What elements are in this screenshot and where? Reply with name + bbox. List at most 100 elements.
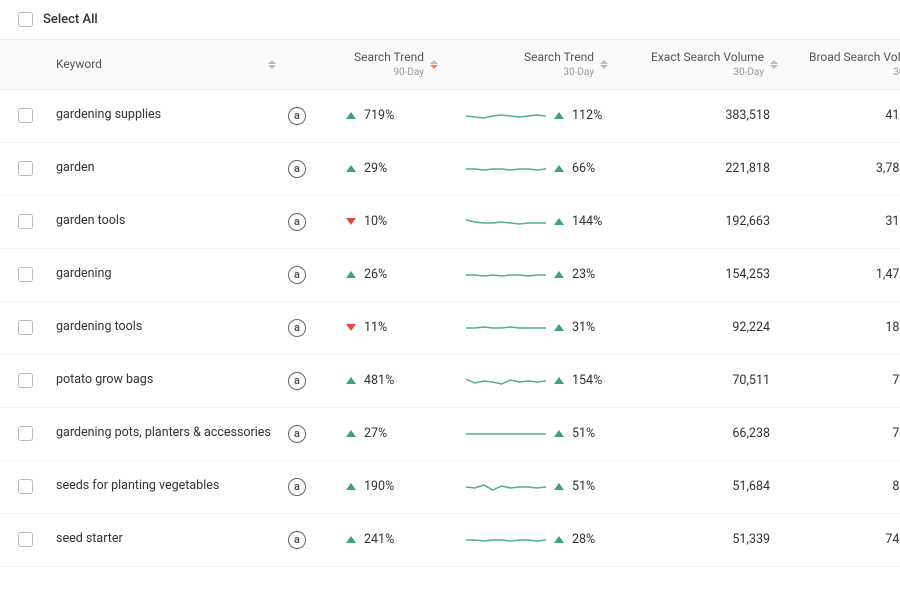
keyword-cell[interactable]: potato grow bags [46, 372, 276, 388]
amazon-badge-icon: a [288, 160, 306, 178]
trend-up-icon [554, 536, 564, 543]
exact-volume-cell: 383,518 [608, 108, 778, 123]
sparkline [466, 157, 546, 181]
sort-icon[interactable] [600, 57, 608, 71]
keyword-cell[interactable]: seeds for planting vegetables [46, 478, 276, 494]
amazon-badge-icon: a [288, 319, 306, 337]
table-row: gardening toolsa11%31%92,224187,874 [0, 302, 900, 355]
trend-up-icon [554, 377, 564, 384]
trend-up-icon [554, 112, 564, 119]
sparkline [466, 528, 546, 552]
trend-up-icon [554, 218, 564, 225]
trend-up-icon [554, 271, 564, 278]
keyword-cell[interactable]: gardening pots, planters & accessories [46, 425, 276, 441]
table-row: gardena29%66%221,8183,781,349 [0, 143, 900, 196]
row-checkbox[interactable] [18, 373, 33, 388]
header-broad-vol-title: Broad Search Volume [809, 50, 900, 66]
trend-30-cell: 23% [438, 263, 608, 287]
trend-30-value: 144% [572, 214, 608, 229]
table-row: potato grow bagsa481%154%70,51179,818 [0, 355, 900, 408]
header-exact-vol[interactable]: Exact Search Volume 30-Day [608, 50, 778, 79]
trend-30-value: 66% [572, 161, 608, 176]
header-broad-vol[interactable]: Broad Search Volume 30-Day [778, 50, 900, 79]
trend-up-icon [346, 483, 356, 490]
trend-up-icon [554, 165, 564, 172]
trend-30-value: 112% [572, 108, 608, 123]
select-all-bar: Select All [0, 0, 900, 40]
header-keyword[interactable]: Keyword [46, 57, 276, 71]
select-all-checkbox[interactable] [18, 12, 33, 27]
row-checkbox[interactable] [18, 532, 33, 547]
row-checkbox[interactable] [18, 161, 33, 176]
keyword-cell[interactable]: gardening supplies [46, 107, 276, 123]
trend-90-cell: 719% [318, 108, 438, 123]
trend-90-cell: 26% [318, 267, 438, 282]
trend-up-icon [346, 377, 356, 384]
keyword-cell[interactable]: garden tools [46, 213, 276, 229]
keyword-cell[interactable]: gardening [46, 266, 276, 282]
row-checkbox[interactable] [18, 479, 33, 494]
header-trend90-sub: 90-Day [393, 66, 424, 79]
trend-down-icon [346, 324, 356, 331]
trend-30-cell: 28% [438, 528, 608, 552]
table-row: seeds for planting vegetablesa190%51%51,… [0, 461, 900, 514]
broad-volume-cell: 187,874 [778, 320, 900, 335]
trend-90-value: 26% [364, 267, 400, 282]
trend-90-value: 11% [364, 320, 400, 335]
trend-90-cell: 27% [318, 426, 438, 441]
table-body: gardening supplies a 719% 112%383,518410,34… [0, 90, 900, 567]
trend-90-cell: 10% [318, 214, 438, 229]
amazon-badge-icon: a [288, 425, 306, 443]
row-checkbox[interactable] [18, 267, 33, 282]
exact-volume-cell: 92,224 [608, 320, 778, 335]
trend-up-icon [554, 324, 564, 331]
trend-up-icon [554, 483, 564, 490]
keyword-cell[interactable]: gardening tools [46, 319, 276, 335]
trend-up-icon [346, 271, 356, 278]
trend-90-value: 719% [364, 108, 400, 123]
broad-volume-cell: 410,341 [778, 108, 900, 123]
header-trend90[interactable]: Search Trend 90-Day [318, 50, 438, 79]
header-trend30-sub: 30-Day [563, 66, 594, 79]
row-checkbox[interactable] [18, 214, 33, 229]
row-checkbox[interactable] [18, 108, 33, 123]
trend-90-cell: 190% [318, 479, 438, 494]
amazon-badge-icon: a [288, 213, 306, 231]
header-trend30[interactable]: Search Trend 30-Day [438, 50, 608, 79]
exact-volume-cell: 192,663 [608, 214, 778, 229]
trend-30-value: 154% [572, 373, 608, 388]
row-checkbox[interactable] [18, 320, 33, 335]
trend-up-icon [346, 430, 356, 437]
keyword-cell[interactable]: garden [46, 160, 276, 176]
sort-icon[interactable] [268, 57, 276, 71]
sort-icon-active[interactable] [430, 57, 438, 71]
trend-90-cell: 11% [318, 320, 438, 335]
trend-30-value: 23% [572, 267, 608, 282]
trend-30-cell: 144% [438, 210, 608, 234]
trend-30-cell: 66% [438, 157, 608, 181]
amazon-badge-icon: a [288, 531, 306, 549]
header-exact-vol-sub: 30-Day [733, 66, 764, 79]
trend-up-icon [346, 536, 356, 543]
trend-30-cell: 51% [438, 475, 608, 499]
table-header: Keyword Search Trend 90-Day Search Trend… [0, 40, 900, 90]
table-row: gardening a 26% 23%154,2531,470,903 [0, 249, 900, 302]
table-row: seed startera241%28%51,339749,441 [0, 514, 900, 567]
sparkline [466, 369, 546, 393]
amazon-badge-icon: a [288, 266, 306, 284]
table-row: garden tools a 10% 144%192,663318,249 [0, 196, 900, 249]
exact-volume-cell: 154,253 [608, 267, 778, 282]
trend-up-icon [346, 112, 356, 119]
broad-volume-cell: 1,470,903 [778, 267, 900, 282]
sparkline [466, 316, 546, 340]
keyword-cell[interactable]: seed starter [46, 531, 276, 547]
trend-90-value: 10% [364, 214, 400, 229]
trend-90-value: 27% [364, 426, 400, 441]
trend-30-cell: 51% [438, 422, 608, 446]
trend-down-icon [346, 218, 356, 225]
sort-icon[interactable] [770, 57, 778, 71]
trend-30-value: 51% [572, 426, 608, 441]
row-checkbox[interactable] [18, 426, 33, 441]
broad-volume-cell: 318,249 [778, 214, 900, 229]
trend-90-cell: 29% [318, 161, 438, 176]
